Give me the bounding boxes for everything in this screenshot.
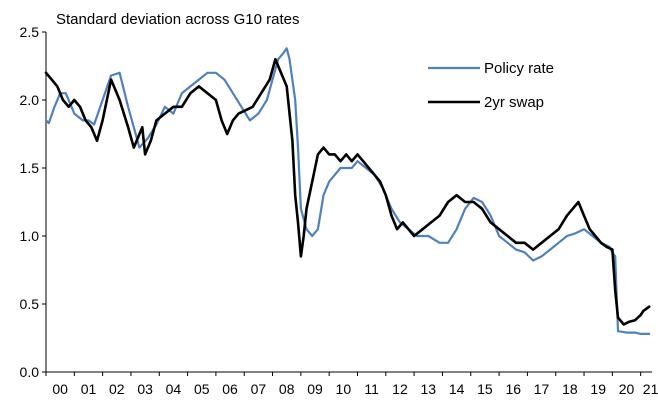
y-tick-label: 2.0 [20,92,40,108]
x-tick-label: 06 [222,381,238,397]
x-tick-label: 18 [562,381,578,397]
legend-label: 2yr swap [484,94,544,111]
x-tick-label: 15 [477,381,493,397]
y-tick-label: 1.5 [20,160,40,176]
x-tick-label: 01 [81,381,97,397]
x-tick-label: 11 [364,381,379,397]
x-tick-label: 13 [421,381,437,397]
x-tick-label: 10 [336,381,352,397]
x-tick-label: 17 [534,381,550,397]
x-tick-label: 02 [109,381,125,397]
x-tick-label: 09 [307,381,323,397]
x-tick-label: 00 [52,381,68,397]
x-tick-label: 19 [590,381,606,397]
series-line-2yr-swap [44,57,651,326]
x-tick-label: 20 [619,381,635,397]
series-line-policy-rate [44,47,651,335]
chart-title: Standard deviation across G10 rates [56,11,299,28]
x-tick-label: 21 [643,381,658,397]
y-tick-label: 2.5 [20,24,40,40]
x-tick-label: 03 [137,381,153,397]
y-tick-label: 1.0 [20,228,40,244]
y-axis-ticks: 0.0 0.5 1.0 1.5 2.0 2.5 [20,24,46,380]
legend-label: Policy rate [484,60,554,77]
legend: Policy rate 2yr swap [428,60,554,111]
x-tick-label: 08 [279,381,295,397]
axes [45,32,652,373]
x-tick-label: 04 [166,381,182,397]
x-tick-label: 14 [449,381,465,397]
series-lines [44,47,651,335]
x-axis-ticks: 00 01 02 03 04 05 06 07 08 09 10 11 12 13 14 15 16 17 18 19… [45,372,658,397]
y-tick-label: 0.0 [20,364,40,380]
x-tick-label: 07 [251,381,267,397]
y-tick-label: 0.5 [20,296,40,312]
x-tick-label: 12 [392,381,408,397]
x-tick-label: 16 [505,381,521,397]
x-tick-label: 05 [194,381,210,397]
